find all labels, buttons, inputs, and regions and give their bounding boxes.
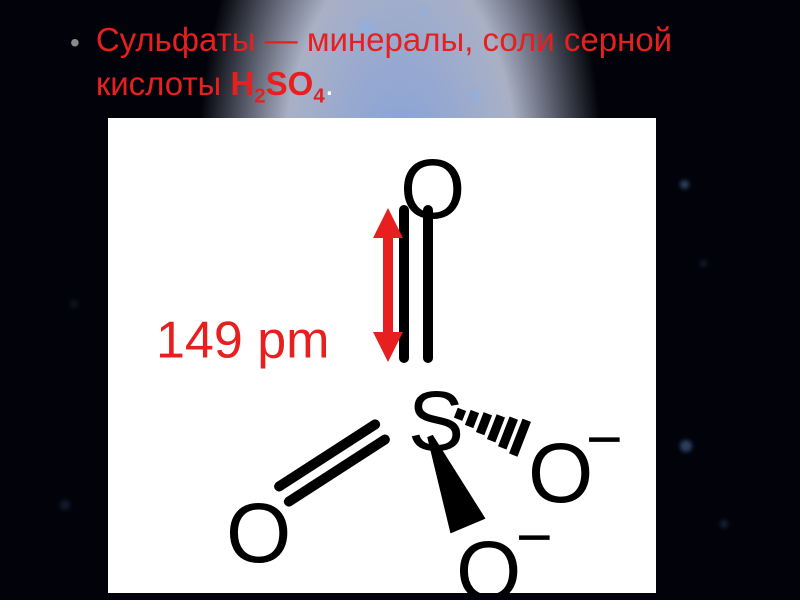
svg-text:S: S	[408, 374, 464, 468]
svg-text:O: O	[456, 524, 521, 593]
heading-formula: H2SO4	[230, 65, 324, 102]
molecule-figure: OSOO−O−149 pm	[108, 118, 656, 593]
heading-lead: Сульфаты — минералы, соли серной кислоты	[96, 21, 672, 102]
svg-text:−: −	[586, 405, 623, 475]
svg-text:149 pm: 149 pm	[156, 312, 329, 370]
bullet-icon: •	[70, 24, 80, 62]
slide: • Сульфаты — минералы, соли серной кисло…	[0, 0, 800, 600]
molecule-svg: OSOO−O−149 pm	[108, 118, 656, 593]
heading-text: Сульфаты — минералы, соли серной кислоты…	[96, 18, 760, 105]
svg-text:−: −	[516, 503, 553, 573]
slide-heading: • Сульфаты — минералы, соли серной кисло…	[70, 18, 760, 105]
heading-tail: .	[325, 65, 334, 102]
svg-text:O: O	[226, 486, 291, 580]
svg-text:O: O	[400, 142, 465, 236]
